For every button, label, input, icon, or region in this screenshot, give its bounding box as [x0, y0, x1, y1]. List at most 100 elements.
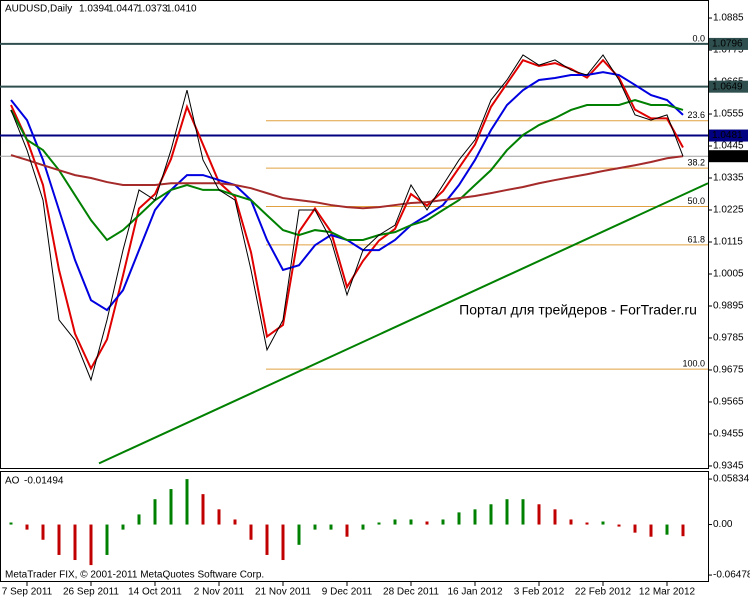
- ao-bar: [329, 524, 333, 530]
- y-tick-label: 0.9565: [713, 397, 744, 408]
- ohlc-value: 1.0447: [108, 4, 139, 15]
- ao-bar: [569, 519, 573, 525]
- ao-bar: [265, 524, 269, 555]
- ao-bar: [185, 479, 189, 525]
- x-tick-label: 28 Dec 2011: [383, 587, 439, 598]
- ao-bar: [313, 524, 317, 530]
- y-tick-label: 0.9675: [713, 365, 744, 376]
- y-tick-label: 1.0225: [713, 205, 744, 216]
- ao-bar: [57, 524, 61, 555]
- watermark: Портал для трейдеров - ForTrader.ru: [459, 302, 697, 318]
- ao-bar: [281, 524, 285, 561]
- ao-bar: [489, 504, 493, 525]
- x-tick-label: 3 Feb 2012: [514, 587, 565, 598]
- ao-bar: [377, 522, 381, 525]
- fibo-label: 50.0: [687, 196, 705, 206]
- ao-current: -0.01494: [24, 476, 64, 487]
- y-tick-label: 0.9785: [713, 333, 744, 344]
- x-tick-label: 12 Mar 2012: [639, 587, 696, 598]
- ao-bar: [681, 524, 685, 537]
- ao-bar: [505, 499, 509, 525]
- main-frame: [0, 0, 709, 469]
- ao-bar: [345, 524, 349, 537]
- ao-bar: [601, 521, 605, 525]
- ao-bar: [105, 524, 109, 555]
- fibo-label: 100.0: [682, 358, 705, 368]
- x-tick-label: 7 Sep 2011: [2, 587, 53, 598]
- ao-bar: [553, 509, 557, 525]
- ohlc-value: 1.0394: [79, 4, 110, 15]
- ao-bar: [73, 524, 77, 561]
- ao-bar: [201, 494, 205, 525]
- level-tag: [709, 37, 748, 50]
- ao-bar: [121, 524, 125, 530]
- ao-bar: [217, 509, 221, 525]
- ao-bar: [89, 524, 93, 566]
- moving-average: [10, 58, 684, 371]
- ao-frame: [0, 471, 709, 582]
- x-tick-label: 14 Oct 2011: [128, 587, 182, 598]
- y-tick-label: 1.0775: [713, 45, 744, 56]
- y-tick-label: 0.9895: [713, 301, 744, 312]
- y-tick-label: 1.0115: [713, 237, 743, 248]
- y-tick-label: 1.0335: [713, 173, 744, 184]
- ao-bar: [425, 521, 429, 525]
- ao-bar: [473, 509, 477, 525]
- ao-bar: [617, 524, 621, 527]
- ao-bar: [409, 519, 413, 525]
- level-label: 1.0649: [712, 81, 743, 92]
- level-label: 1.0410: [712, 151, 743, 162]
- ao-bar: [233, 519, 237, 525]
- fibo-label: 38.2: [687, 157, 705, 167]
- y-tick-label: 1.0005: [713, 269, 744, 280]
- ao-bar: [537, 504, 541, 525]
- moving-average: [10, 99, 684, 242]
- x-tick-label: 21 Nov 2011: [255, 587, 311, 598]
- y-tick-label: 0.9455: [713, 429, 744, 440]
- ao-bar: [249, 524, 253, 540]
- ao-bar: [457, 512, 461, 525]
- x-tick-label: 2 Nov 2011: [194, 587, 245, 598]
- y-tick-label: 0.05834: [713, 474, 750, 485]
- ao-bar: [25, 524, 29, 530]
- ao-bar: [169, 489, 173, 525]
- y-tick-label: 1.0445: [713, 141, 744, 152]
- ao-bar: [649, 524, 653, 537]
- ao-bar: [633, 524, 637, 533]
- ohlc-value: 1.0410: [166, 4, 197, 15]
- ao-bar: [361, 524, 365, 530]
- price-line: [10, 54, 684, 382]
- ao-bar: [153, 499, 157, 525]
- trendline: [98, 182, 709, 465]
- ao-title: AO: [5, 476, 20, 487]
- copyright: MetaTrader FIX, © 2001-2011 MetaQuotes S…: [5, 570, 264, 581]
- ao-bar: [9, 522, 13, 525]
- ao-bar: [521, 499, 525, 525]
- ao-bar: [441, 519, 445, 525]
- ao-bar: [665, 524, 669, 535]
- ao-bar: [393, 519, 397, 525]
- y-tick-label: 1.0555: [713, 109, 744, 120]
- ao-bar: [137, 514, 141, 525]
- ao-bar: [297, 524, 301, 545]
- x-tick-label: 9 Dec 2011: [322, 587, 373, 598]
- y-tick-label: 0.9345: [713, 461, 744, 472]
- ohlc-value: 1.0373: [137, 4, 168, 15]
- y-tick-label: 0.00: [713, 519, 733, 530]
- level-tag: [709, 150, 748, 163]
- fibo-label: 0.0: [692, 33, 705, 43]
- x-tick-label: 16 Jan 2012: [447, 587, 502, 598]
- level-label: 1.0796: [712, 39, 743, 50]
- y-tick-label: -0.06478: [713, 570, 750, 581]
- x-tick-label: 26 Sep 2011: [63, 587, 119, 598]
- moving-average: [10, 154, 684, 210]
- level-label: 1.0481: [712, 130, 743, 141]
- y-tick-label: 1.0885: [713, 13, 744, 24]
- fibo-label: 61.8: [687, 234, 705, 244]
- level-tag: [709, 129, 748, 142]
- level-tag: [709, 80, 748, 93]
- x-tick-label: 22 Feb 2012: [575, 587, 632, 598]
